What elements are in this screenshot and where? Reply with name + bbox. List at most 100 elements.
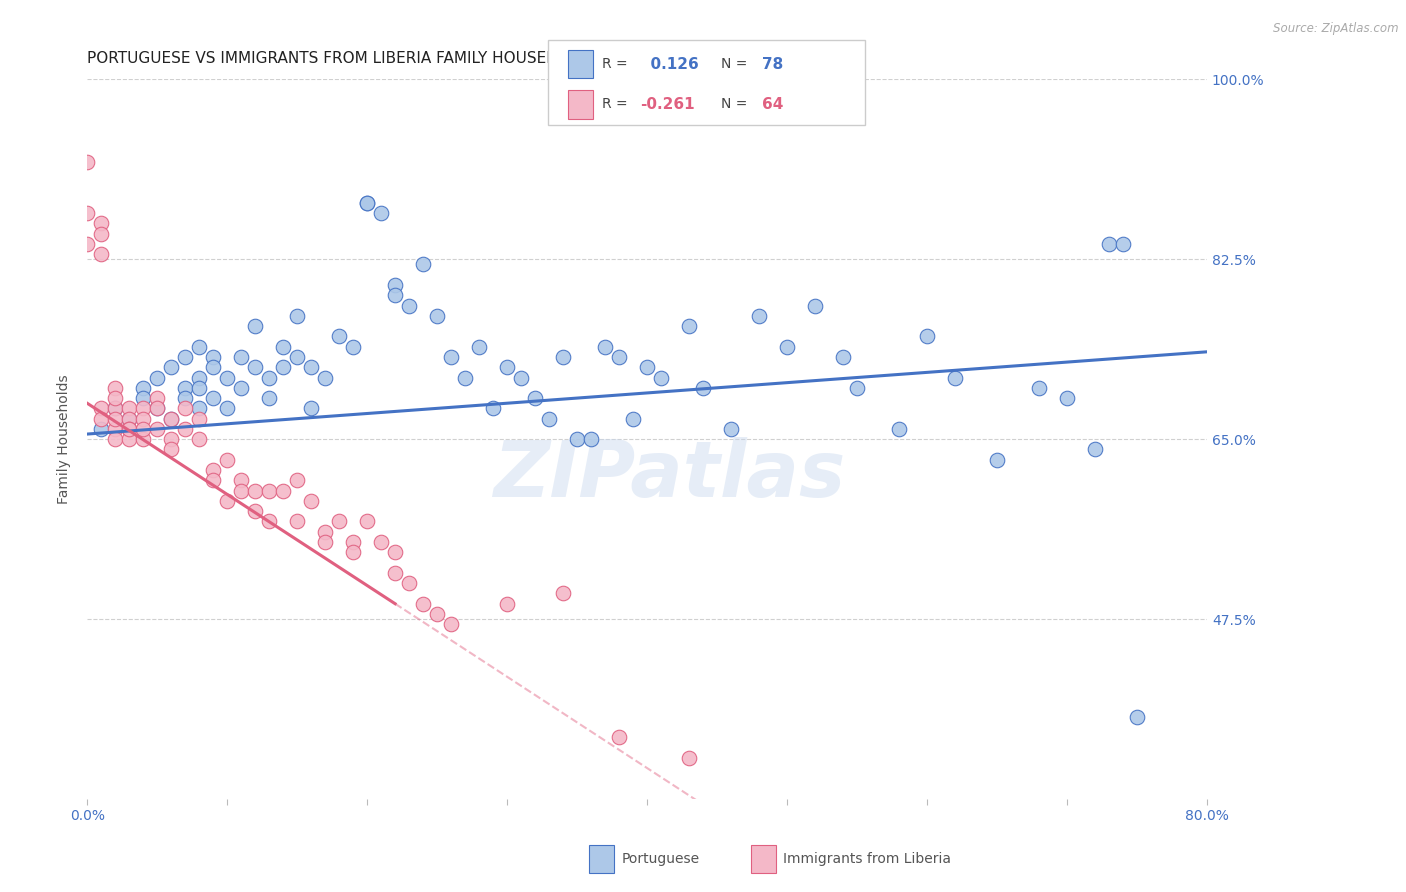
Point xyxy=(257,370,280,384)
Point xyxy=(440,350,463,364)
Point xyxy=(104,411,127,425)
Point xyxy=(160,411,183,425)
Point xyxy=(593,340,616,354)
Point xyxy=(1126,710,1149,724)
Point xyxy=(132,422,155,436)
Point xyxy=(271,360,294,375)
Text: 64: 64 xyxy=(762,97,783,112)
Point xyxy=(299,494,322,508)
Point xyxy=(146,391,169,405)
Point xyxy=(90,422,112,436)
Point xyxy=(243,504,266,518)
Point xyxy=(118,432,141,446)
Y-axis label: Family Households: Family Households xyxy=(58,375,72,504)
Point xyxy=(384,277,406,292)
Point xyxy=(271,340,294,354)
Point xyxy=(104,422,127,436)
Point xyxy=(174,381,197,395)
Point xyxy=(132,391,155,405)
Point xyxy=(342,545,364,559)
Point xyxy=(887,422,910,436)
Point xyxy=(384,566,406,580)
Point xyxy=(551,586,574,600)
Point xyxy=(146,401,169,416)
Point xyxy=(398,299,420,313)
Point xyxy=(188,370,211,384)
Point xyxy=(229,381,252,395)
Point xyxy=(650,370,672,384)
Point xyxy=(328,515,350,529)
Point xyxy=(285,515,308,529)
Point xyxy=(314,524,336,539)
Point xyxy=(1098,236,1121,251)
Point xyxy=(370,206,392,220)
Point xyxy=(76,154,98,169)
Point xyxy=(160,360,183,375)
Point xyxy=(160,442,183,457)
Point xyxy=(915,329,938,343)
Point xyxy=(76,206,98,220)
Point xyxy=(943,370,966,384)
Point xyxy=(776,340,799,354)
Point xyxy=(132,381,155,395)
Point xyxy=(118,411,141,425)
Point xyxy=(188,432,211,446)
Point xyxy=(496,360,519,375)
Point xyxy=(678,319,700,334)
Point xyxy=(440,617,463,632)
Text: -0.261: -0.261 xyxy=(640,97,695,112)
Point xyxy=(174,401,197,416)
Point xyxy=(342,535,364,549)
Point xyxy=(188,401,211,416)
Point xyxy=(299,360,322,375)
Point xyxy=(104,401,127,416)
Point xyxy=(202,350,225,364)
Point xyxy=(384,288,406,302)
Point xyxy=(104,401,127,416)
Point xyxy=(328,329,350,343)
Point xyxy=(118,401,141,416)
Point xyxy=(202,391,225,405)
Text: 78: 78 xyxy=(762,57,783,71)
Point xyxy=(132,401,155,416)
Point xyxy=(202,473,225,487)
Point xyxy=(720,422,742,436)
Point xyxy=(1028,381,1050,395)
Point xyxy=(1112,236,1135,251)
Point xyxy=(90,411,112,425)
Point xyxy=(384,545,406,559)
Point xyxy=(412,597,434,611)
Point xyxy=(412,257,434,271)
Point xyxy=(398,576,420,591)
Point xyxy=(243,483,266,498)
Point xyxy=(356,195,378,210)
Point xyxy=(299,401,322,416)
Text: N =: N = xyxy=(721,97,748,112)
Point xyxy=(90,401,112,416)
Point xyxy=(804,299,827,313)
Point xyxy=(314,535,336,549)
Point xyxy=(538,411,561,425)
Point xyxy=(285,309,308,323)
Point xyxy=(426,309,449,323)
Point xyxy=(160,411,183,425)
Point xyxy=(188,340,211,354)
Point xyxy=(607,731,630,745)
Point xyxy=(356,195,378,210)
Point xyxy=(188,381,211,395)
Point xyxy=(468,340,491,354)
Point xyxy=(104,391,127,405)
Point xyxy=(636,360,658,375)
Point xyxy=(748,309,770,323)
Point xyxy=(496,597,519,611)
Point xyxy=(76,236,98,251)
Point xyxy=(454,370,477,384)
Text: R =: R = xyxy=(602,97,627,112)
Point xyxy=(285,473,308,487)
Point xyxy=(524,391,547,405)
Point xyxy=(1084,442,1107,457)
Point xyxy=(229,473,252,487)
Point xyxy=(678,751,700,765)
Text: R =: R = xyxy=(602,57,627,71)
Point xyxy=(174,350,197,364)
